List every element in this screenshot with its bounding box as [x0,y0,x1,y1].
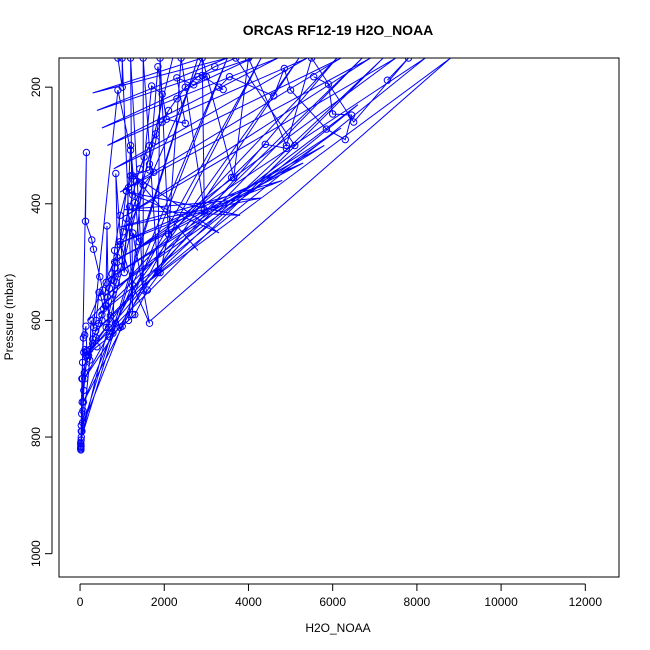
data-point [92,316,100,325]
data-point [227,173,236,182]
data-point [103,222,111,230]
data-point [232,58,240,62]
data-point [97,293,105,301]
data-point [147,82,156,90]
y-tick-label: 1000 [29,540,43,567]
data-point [80,386,88,395]
x-tick-label: 4000 [235,595,262,609]
data-point [139,58,147,62]
data-point [129,310,137,319]
x-tick-label: 10000 [484,595,518,609]
data-point [77,445,85,453]
data-point [198,58,206,62]
x-tick-label: 8000 [404,595,431,609]
data-point [88,236,96,244]
y-tick-label: 800 [29,427,43,447]
data-point [156,58,164,62]
data-point [81,217,90,226]
data-point [307,58,316,62]
chart-title: ORCAS RF12-19 H2O_NOAA [243,22,434,38]
data-point [244,58,253,62]
data-point [126,58,135,62]
data-point [177,58,185,62]
y-axis-label: Pressure (mbar) [2,274,16,361]
data-point [110,258,119,266]
y-tick-label: 600 [29,310,43,330]
data-point [82,322,90,330]
data-point [89,245,98,254]
data-point [110,277,118,285]
data-point [322,125,331,133]
data-point [78,375,86,383]
data-point [89,323,98,332]
data-point [105,284,114,292]
data-point [350,118,358,126]
data-point [126,141,135,150]
x-axis: 0 2000 4000 6000 8000 10000 12000 [77,583,603,609]
data-point [78,398,86,406]
data-point [112,169,120,178]
data-point [118,58,126,62]
data-point [282,141,291,150]
data-point [154,62,162,71]
data-point [77,440,85,448]
y-tick-label: 400 [29,193,43,213]
series-line-1 [80,58,296,450]
x-tick-label: 0 [77,595,84,609]
x-tick-label: 12000 [569,595,603,609]
data-point [98,316,106,325]
data-point [181,119,190,128]
data-point [131,310,139,319]
data-point [89,335,97,343]
series-line-5 [90,58,384,350]
data-point [173,95,181,103]
data-point [79,334,88,342]
series-line-4 [81,58,451,438]
data-point [404,58,413,62]
y-tick-label: 200 [29,77,43,97]
x-tick-label: 2000 [151,595,178,609]
data-point [114,58,122,62]
data-point [78,358,87,367]
data-point [96,273,104,281]
data-point [329,110,337,118]
data-point [261,140,269,149]
data-point [225,73,234,81]
x-axis-label: H2O_NOAA [305,621,370,635]
data-point [118,257,126,265]
data-point [83,350,92,358]
data-point [82,148,91,157]
data-point [145,319,154,327]
y-axis: 200 400 600 800 1000 [29,77,53,567]
plot-frame [58,57,620,578]
x-tick-label: 6000 [319,595,346,609]
data-point [194,73,202,81]
